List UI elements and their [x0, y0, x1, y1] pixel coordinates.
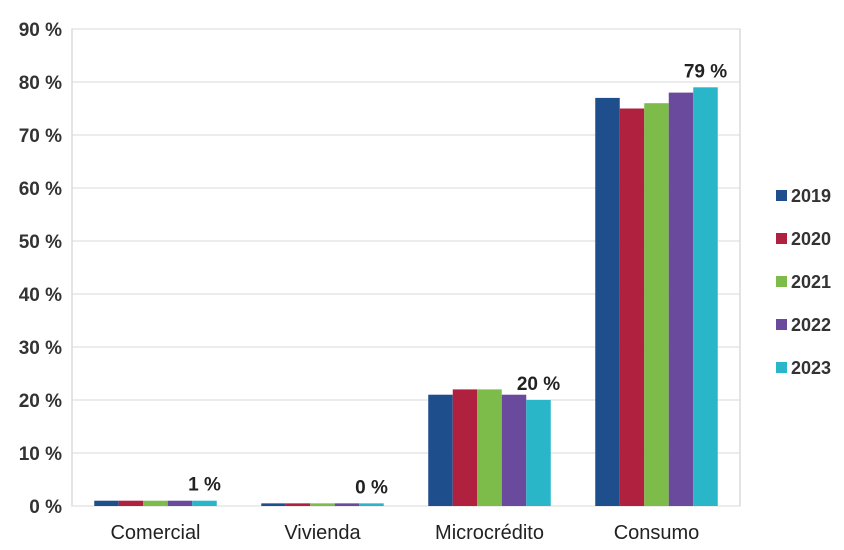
bar-vivienda-2019: [261, 503, 286, 506]
bar-vivienda-2023: [359, 503, 384, 506]
y-tick-label: 70 %: [19, 126, 62, 147]
y-tick-label: 50 %: [19, 232, 62, 253]
data-label: 79 %: [684, 61, 727, 82]
bar-comercial-2021: [143, 500, 168, 506]
legend-label: 2023: [791, 358, 831, 378]
legend-label: 2022: [791, 315, 831, 335]
bar-comercial-2020: [118, 500, 144, 506]
y-tick-label: 40 %: [19, 285, 62, 306]
bar-consumo-2019: [595, 97, 620, 507]
y-axis-ticks: 0 % 10 % 20 % 30 % 40 % 50 % 60 % 70 % 80 % 90 %: [19, 20, 62, 518]
y-tick-label: 90 %: [19, 20, 62, 41]
bar-comercial-2022: [167, 500, 193, 506]
legend-label: 2020: [791, 229, 831, 249]
bar-consumo-2021: [644, 103, 669, 506]
legend-swatch: [776, 233, 787, 244]
bars: [94, 87, 718, 507]
y-tick-label: 0 %: [29, 497, 62, 518]
y-tick-label: 80 %: [19, 73, 62, 94]
data-labels: 1 % 0 % 20 % 79 %: [188, 61, 727, 498]
data-label: 1 %: [188, 475, 221, 496]
bar-microcr-dito-2022: [501, 394, 527, 506]
y-tick-label: 10 %: [19, 444, 62, 465]
bar-consumo-2022: [668, 92, 694, 506]
x-axis-ticks: Comercial Vivienda Microcrédito Consumo: [110, 522, 699, 544]
bar-comercial-2023: [192, 500, 217, 506]
bar-vivienda-2020: [285, 503, 311, 506]
legend-label: 2019: [791, 186, 831, 206]
x-tick-label: Consumo: [614, 522, 700, 544]
y-tick-label: 30 %: [19, 338, 62, 359]
bar-microcr-dito-2019: [428, 394, 453, 506]
bar-microcr-dito-2021: [477, 389, 502, 506]
bar-vivienda-2022: [334, 503, 360, 506]
bar-consumo-2023: [693, 87, 718, 507]
data-label: 20 %: [517, 374, 560, 395]
legend-swatch: [776, 319, 787, 330]
y-tick-label: 60 %: [19, 179, 62, 200]
x-tick-label: Microcrédito: [435, 522, 544, 544]
bar-vivienda-2021: [310, 503, 335, 506]
legend-swatch: [776, 276, 787, 287]
x-tick-label: Comercial: [110, 522, 200, 544]
y-tick-label: 20 %: [19, 391, 62, 412]
legend: 2019 2020 2021 2022 2023: [776, 186, 831, 378]
bar-microcr-dito-2020: [452, 389, 478, 506]
bar-consumo-2020: [619, 108, 645, 506]
x-tick-label: Vivienda: [284, 522, 361, 544]
bar-microcr-dito-2023: [526, 400, 551, 506]
bar-comercial-2019: [94, 500, 119, 506]
legend-swatch: [776, 190, 787, 201]
data-label: 0 %: [355, 477, 388, 498]
legend-label: 2021: [791, 272, 831, 292]
legend-swatch: [776, 362, 787, 373]
